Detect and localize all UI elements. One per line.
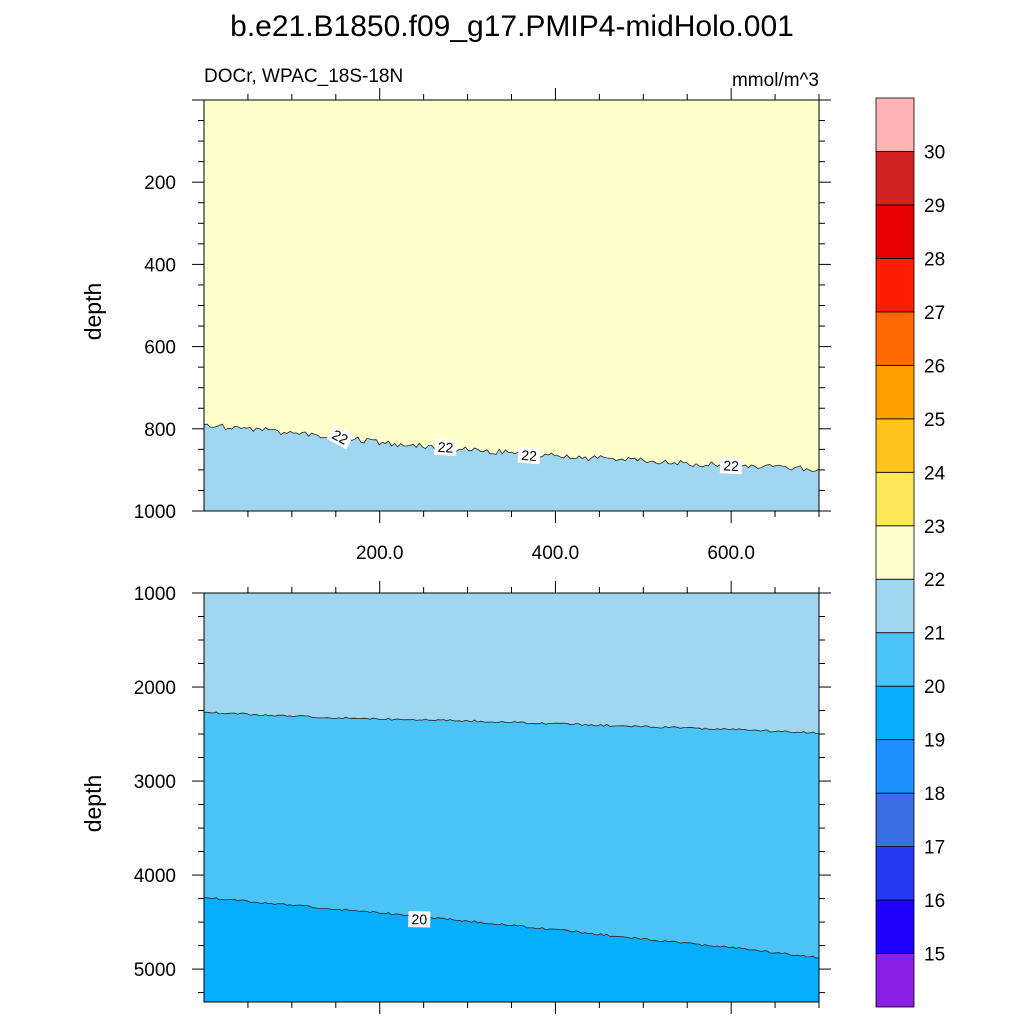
- lower-panel: 20 1000 2000 3000 4000 5000 depth: [80, 581, 831, 1014]
- colorbar-label: 28: [924, 249, 945, 270]
- contour-label-box: [517, 446, 541, 465]
- colorbar-label: 22: [924, 570, 945, 591]
- contour-label-text: 22: [437, 439, 454, 456]
- colorbar: 15 16 17 18 19 20 21 22 23 24 25 26 27 28 29 30: [875, 97, 946, 1008]
- colorbar-label: 21: [924, 624, 945, 645]
- y-tick-label: 600: [144, 338, 176, 359]
- y-tick-label: 1000: [134, 584, 176, 605]
- colorbar-label: 27: [924, 303, 945, 324]
- colorbar-label: 15: [924, 945, 945, 966]
- y-axis-label: depth: [80, 283, 106, 341]
- contour-label-0: 20: [408, 911, 431, 928]
- colorbar-swatch: [875, 578, 915, 634]
- colorbar-swatch: [875, 739, 915, 794]
- colorbar-swatch: [875, 204, 915, 259]
- y-tick-label: 800: [144, 420, 176, 441]
- colorbar-swatch: [875, 311, 915, 366]
- colorbar-swatch: [875, 471, 915, 527]
- units-label: mmol/m^3: [732, 70, 819, 91]
- colorbar-label: 19: [924, 731, 945, 752]
- y-tick-label: 3000: [134, 772, 176, 793]
- contour-label-2: 22: [517, 446, 541, 465]
- colorbar-label: 23: [924, 517, 945, 538]
- colorbar-swatch: [875, 632, 915, 687]
- contour-label-text: 22: [723, 457, 740, 474]
- contour-label-0: 22: [326, 424, 354, 450]
- colorbar-label: 24: [924, 463, 946, 484]
- y-tick-label: 5000: [134, 960, 176, 981]
- contour-line-21: [203, 711, 820, 734]
- contour-label-text: 22: [330, 426, 351, 448]
- colorbar-label: 17: [924, 838, 945, 859]
- colorbar-label: 26: [924, 356, 945, 377]
- colorbar-label: 18: [924, 784, 945, 805]
- colorbar-swatch: [875, 899, 915, 954]
- colorbar-label: 30: [924, 143, 945, 164]
- colorbar-swatch: [875, 525, 915, 580]
- x-tick-label: 200.0: [356, 543, 404, 564]
- contour-label-1: 22: [434, 438, 458, 456]
- colorbar-label: 25: [924, 410, 945, 431]
- contour-label-box: [719, 457, 743, 475]
- contour-line-22: [203, 423, 820, 473]
- colorbar-swatch: [875, 97, 915, 152]
- x-tick-label: 600.0: [707, 543, 755, 564]
- figure-title: b.e21.B1850.f09_g17.PMIP4-midHolo.001: [230, 10, 794, 43]
- contour-label-box: [326, 424, 354, 450]
- fill-band-1: [204, 424, 819, 511]
- y-tick-label: 2000: [134, 678, 176, 699]
- colorbar-swatch: [875, 418, 915, 473]
- contour-line-20: [204, 897, 820, 959]
- colorbar-swatch: [875, 846, 915, 901]
- y-tick-label: 400: [144, 255, 176, 276]
- colorbar-swatch: [875, 953, 915, 1008]
- contour-label-box: [408, 911, 431, 928]
- colorbar-label: 29: [924, 196, 945, 217]
- colorbar-swatch: [875, 151, 915, 206]
- y-tick-label: 1000: [134, 502, 176, 523]
- y-tick-label: 200: [144, 173, 176, 194]
- colorbar-swatch: [875, 364, 915, 420]
- variable-label: DOCr, WPAC_18S-18N: [204, 66, 403, 87]
- contour-label-box: [434, 438, 458, 456]
- y-axis-label: depth: [80, 775, 106, 833]
- colorbar-label: 16: [924, 891, 945, 912]
- y-tick-label: 4000: [134, 866, 176, 887]
- colorbar-swatch: [875, 792, 915, 847]
- colorbar-swatch: [875, 258, 915, 313]
- contour-label-text: 22: [521, 447, 538, 464]
- colorbar-label: 20: [924, 677, 945, 698]
- contour-label-text: 20: [411, 911, 427, 927]
- upper-panel: 22 22 22 22 200.0 400.0 600.0 200 400 600 800 1000 d…: [80, 88, 831, 564]
- colorbar-swatch: [875, 685, 915, 741]
- contour-label-3: 22: [719, 457, 743, 475]
- fill-band-2: [204, 897, 819, 1002]
- x-tick-label: 400.0: [532, 543, 580, 564]
